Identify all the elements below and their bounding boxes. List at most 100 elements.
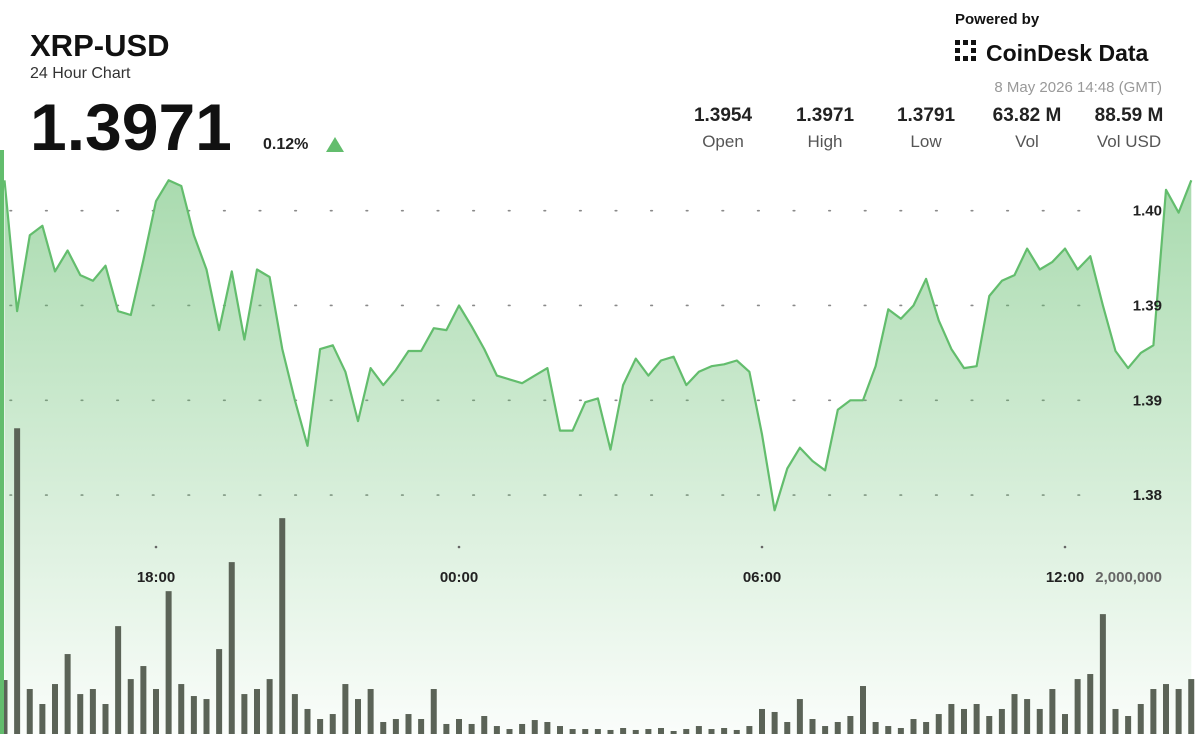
volume-bar — [241, 694, 248, 734]
y-tick-label: 1.39 — [1133, 297, 1162, 314]
volume-bar — [620, 728, 627, 734]
volume-bar — [733, 729, 740, 734]
volume-bar — [1163, 684, 1169, 734]
volume-bar — [531, 720, 538, 734]
volume-bar — [1036, 708, 1043, 734]
y-tick-label: 1.39 — [1133, 392, 1162, 409]
price-change: 0.12% — [263, 136, 308, 153]
volume-bar — [834, 722, 841, 734]
volume-bar — [254, 689, 260, 734]
timestamp: 8 May 2026 14:48 (GMT) — [994, 79, 1162, 96]
volume-bar — [822, 726, 829, 734]
volume-bar — [52, 684, 58, 734]
stat-value: 1.3954 — [694, 105, 753, 126]
volume-bar — [1112, 708, 1119, 734]
stat-label: Vol USD — [1097, 132, 1161, 151]
volume-bar — [443, 723, 450, 734]
volume-bar — [973, 704, 980, 734]
volume-bar — [645, 729, 652, 734]
volume-bar — [481, 716, 488, 734]
volume-bar — [380, 722, 387, 734]
volume-bar — [961, 708, 967, 734]
x-tick-mark — [457, 545, 461, 549]
volume-bar — [405, 714, 412, 734]
volume-bar — [771, 711, 778, 734]
volume-bar — [695, 726, 702, 734]
volume-bar — [923, 722, 930, 734]
volume-bar — [392, 719, 399, 734]
left-edge — [0, 150, 4, 734]
symbol: XRP-USD — [30, 28, 170, 63]
stat-value: 88.59 M — [1095, 105, 1164, 126]
price-line — [3, 179, 1193, 512]
brand-logo — [955, 40, 976, 61]
stat-value: 63.82 M — [993, 105, 1062, 126]
volume-bar — [683, 729, 690, 734]
volume-bar — [127, 679, 134, 734]
volume-bar — [557, 726, 563, 734]
volume-bar — [14, 428, 21, 734]
x-tick-label: 12:00 — [1046, 569, 1084, 586]
volume-bar — [784, 722, 791, 734]
volume-bar — [506, 729, 513, 734]
volume-bar — [468, 723, 475, 734]
volume-bar — [796, 699, 803, 734]
volume-bar — [140, 666, 147, 734]
y-tick-label: 1.40 — [1133, 203, 1162, 220]
y-tick-label: 1.38 — [1133, 487, 1162, 504]
volume-bar — [102, 704, 109, 734]
stat-label: Open — [702, 132, 744, 151]
volume-bar — [1, 680, 8, 734]
x-tick-label: 00:00 — [440, 569, 478, 586]
volume-bar — [1137, 704, 1144, 734]
volume-bar — [670, 731, 677, 734]
volume-bar — [1049, 689, 1056, 734]
volume-bar — [1150, 689, 1157, 734]
volume-bar — [1024, 699, 1031, 734]
y2-tick-label: 2,000,000 — [1095, 569, 1162, 586]
volume-bar — [594, 729, 601, 734]
volume-bar — [1062, 714, 1068, 734]
stat-value: 1.3791 — [897, 105, 956, 126]
volume-bar — [582, 729, 589, 734]
volume-bar — [456, 719, 462, 734]
volume-bar — [632, 729, 639, 734]
stats: 1.3954 Open 1.3971 High 1.3791 Low 63.82 M Vol 8… — [694, 105, 1163, 151]
x-tick-label: 18:00 — [137, 569, 175, 586]
volume-bar — [304, 708, 311, 734]
volume-bar — [935, 714, 942, 734]
price-area — [4, 180, 1192, 735]
brand: CoinDesk Data — [986, 40, 1149, 66]
up-arrow — [326, 137, 344, 152]
x-tick-label: 06:00 — [743, 569, 781, 586]
stat-value: 1.3971 — [796, 105, 855, 126]
x-tick-mark — [760, 545, 764, 549]
volume-bar — [658, 728, 664, 734]
volume-bar — [355, 699, 361, 734]
volume-bar — [910, 719, 917, 734]
volume-bar — [986, 716, 993, 734]
volume-bar — [367, 689, 374, 734]
volume-bar — [178, 684, 185, 734]
volume-bar — [1175, 689, 1182, 734]
stat-label: Vol — [1015, 132, 1039, 151]
volume-bar — [708, 729, 715, 734]
volume-bar — [266, 679, 273, 734]
stat-label: High — [808, 132, 843, 151]
volume-bar — [1011, 694, 1018, 734]
subtitle: 24 Hour Chart — [30, 65, 131, 82]
volume-bar — [885, 726, 892, 734]
volume-bar — [317, 719, 324, 734]
volume-bar — [165, 591, 172, 734]
volume-bar — [279, 518, 286, 734]
volume-bar — [1099, 614, 1106, 734]
volume-bar — [759, 708, 765, 734]
volume-bar — [607, 729, 614, 734]
volume-bar — [746, 726, 753, 734]
volume-bar — [860, 686, 866, 734]
volume-bar — [809, 719, 816, 734]
volume-bar — [847, 716, 854, 734]
volume-bar — [1087, 674, 1094, 734]
